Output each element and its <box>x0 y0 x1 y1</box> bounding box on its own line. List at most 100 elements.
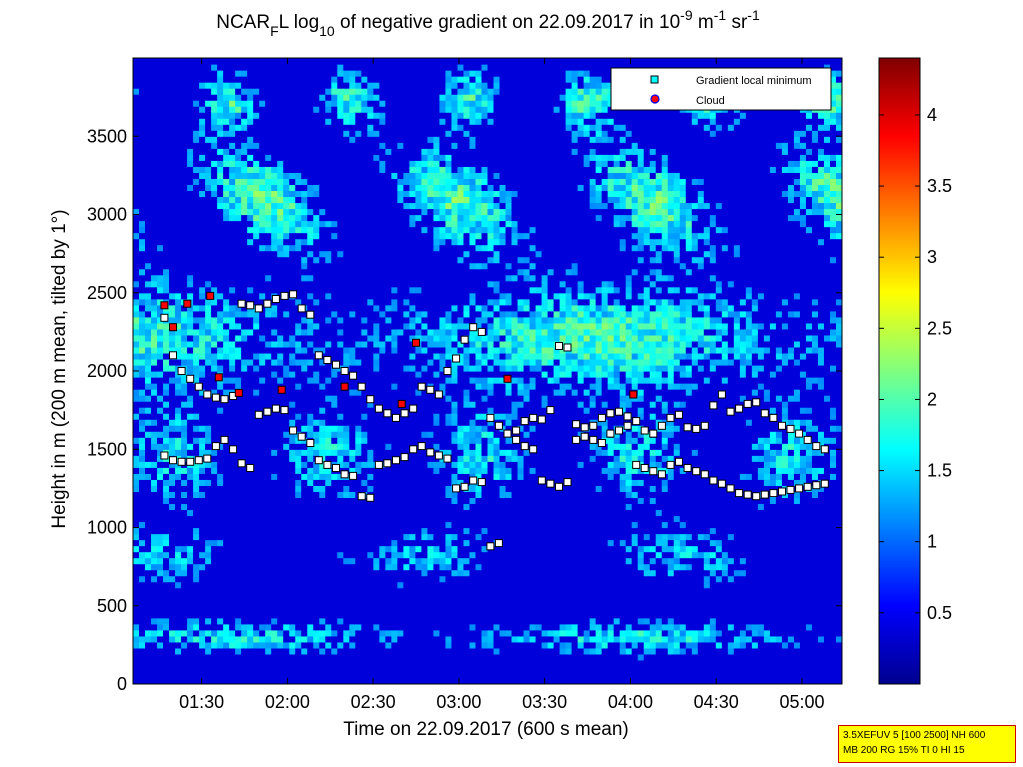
heatmap-cell <box>205 515 212 523</box>
heatmap-cell <box>205 196 212 204</box>
heatmap-cell <box>289 268 296 276</box>
heatmap-cell <box>415 461 423 468</box>
heatmap-cell <box>277 503 284 511</box>
heatmap-cell <box>175 58 182 65</box>
heatmap-cell <box>367 629 374 637</box>
heatmap-cell <box>271 425 278 432</box>
heatmap-cell <box>145 178 152 185</box>
heatmap-cell <box>211 533 218 541</box>
heatmap-cell <box>319 298 326 306</box>
heatmap-cell <box>145 599 152 607</box>
heatmap-cell <box>289 581 296 589</box>
heatmap-cell <box>415 238 423 246</box>
heatmap-cell <box>397 268 404 276</box>
heatmap-cell <box>253 635 260 643</box>
heatmap-cell <box>289 617 296 625</box>
heatmap-cell <box>223 401 230 408</box>
heatmap-cell <box>187 226 194 234</box>
heatmap-cell <box>193 334 200 342</box>
heatmap-cell <box>343 605 350 613</box>
heatmap-cell <box>301 226 308 234</box>
heatmap-cell <box>271 581 278 589</box>
heatmap-cell <box>337 401 344 408</box>
heatmap-cell <box>157 292 164 300</box>
heatmap-cell <box>163 322 170 330</box>
heatmap-cell <box>175 268 182 276</box>
heatmap-cell <box>193 509 200 517</box>
heatmap-cell <box>229 503 236 511</box>
heatmap-cell <box>343 437 350 444</box>
heatmap-cell <box>175 635 182 643</box>
heatmap-cell <box>199 100 206 107</box>
heatmap-cell <box>349 232 356 240</box>
heatmap-cell <box>169 268 176 276</box>
heatmap-cell <box>181 605 188 613</box>
heatmap-cell <box>379 100 386 107</box>
heatmap-cell <box>367 280 374 288</box>
heatmap-cell <box>139 527 146 535</box>
heatmap-cell <box>223 304 230 312</box>
heatmap-cell <box>181 659 188 667</box>
heatmap-cell <box>391 533 398 541</box>
heatmap-cell <box>259 82 266 89</box>
heatmap-cell <box>415 629 423 637</box>
heatmap-cell <box>367 659 374 667</box>
heatmap-cell <box>295 671 302 679</box>
heatmap-cell <box>187 118 194 125</box>
heatmap-cell <box>187 70 194 77</box>
heatmap-cell <box>409 82 416 89</box>
heatmap-cell <box>283 316 290 324</box>
heatmap-cell <box>175 130 182 137</box>
heatmap-cell <box>349 671 356 679</box>
heatmap-cell <box>367 118 374 125</box>
heatmap-cell <box>337 268 344 276</box>
heatmap-cell <box>367 238 374 246</box>
heatmap-cell <box>313 599 320 607</box>
heatmap-cell <box>193 358 200 366</box>
heatmap-cell <box>271 635 278 643</box>
heatmap-cell <box>265 647 272 655</box>
heatmap-cell <box>409 310 416 318</box>
heatmap-cell <box>145 172 152 179</box>
heatmap-cell <box>277 467 284 474</box>
heatmap-cell <box>163 148 170 155</box>
heatmap-cell <box>163 623 170 631</box>
heatmap-cell <box>415 521 423 529</box>
heatmap-cell <box>145 322 152 330</box>
heatmap-cell <box>223 292 230 300</box>
heatmap-cell <box>301 575 308 583</box>
heatmap-cell <box>187 124 194 131</box>
heatmap-cell <box>409 202 416 210</box>
heatmap-cell <box>343 232 350 240</box>
heatmap-cell <box>241 232 248 240</box>
heatmap-cell <box>247 539 254 547</box>
heatmap-cell <box>307 316 314 324</box>
heatmap-cell <box>373 94 380 101</box>
heatmap-cell <box>133 232 140 240</box>
heatmap-cell <box>325 106 332 113</box>
heatmap-cell <box>403 497 410 505</box>
heatmap-cell <box>415 268 423 276</box>
heatmap-cell <box>373 563 380 571</box>
heatmap-cell <box>391 118 398 125</box>
heatmap-cell <box>265 395 272 402</box>
heatmap-cell <box>325 226 332 234</box>
heatmap-cell <box>415 473 423 480</box>
heatmap-cell <box>289 106 296 113</box>
heatmap-cell <box>277 232 284 240</box>
heatmap-cell <box>307 479 314 486</box>
heatmap-cell <box>241 569 248 577</box>
heatmap-cell <box>397 425 404 432</box>
heatmap-cell <box>169 533 176 541</box>
heatmap-cell <box>283 449 290 456</box>
heatmap-cell <box>325 515 332 523</box>
heatmap-cell <box>325 425 332 432</box>
heatmap-cell <box>229 328 236 336</box>
heatmap-cell <box>211 274 218 282</box>
heatmap-cell <box>409 244 416 252</box>
heatmap-cell <box>229 533 236 541</box>
heatmap-cell <box>391 214 398 222</box>
heatmap-cell <box>205 70 212 77</box>
heatmap-cell <box>367 124 374 131</box>
heatmap-cell <box>343 587 350 595</box>
